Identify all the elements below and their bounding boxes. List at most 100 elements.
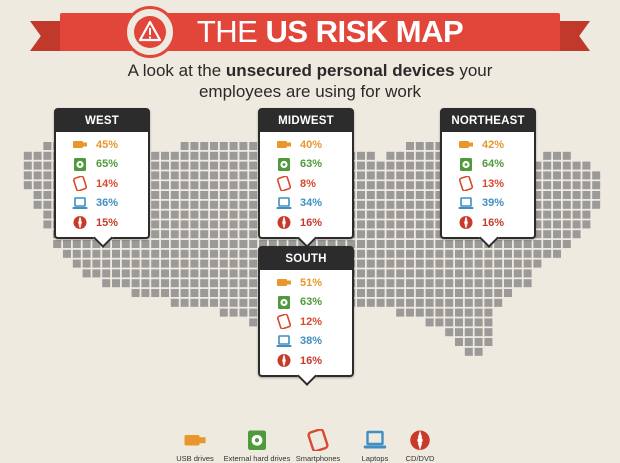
- map-cell: [435, 269, 444, 278]
- map-cell: [376, 298, 385, 307]
- stat-row-laptop: 38%: [260, 332, 352, 352]
- map-cell: [161, 269, 169, 278]
- map-cell: [592, 200, 601, 209]
- region-card-west: WEST 45% 65% 14% 36% 15%: [54, 108, 150, 248]
- map-cell: [190, 151, 199, 160]
- map-cell: [435, 308, 444, 317]
- map-cell: [141, 240, 150, 248]
- map-cell: [43, 210, 52, 219]
- map-cell: [484, 338, 493, 346]
- map-cell: [210, 279, 218, 288]
- map-cell: [288, 240, 297, 248]
- map-cell: [121, 249, 130, 258]
- map-cell: [474, 347, 483, 356]
- map-cell: [494, 249, 503, 258]
- cd-dvd-icon: [276, 353, 292, 368]
- map-cell: [180, 269, 189, 278]
- map-cell: [229, 181, 238, 190]
- map-cell: [543, 161, 552, 170]
- map-cell: [72, 249, 81, 258]
- map-cell: [219, 161, 228, 170]
- map-cell: [249, 210, 258, 219]
- map-cell: [151, 181, 160, 190]
- map-cell: [249, 289, 258, 297]
- map-cell: [435, 298, 444, 307]
- map-cell: [455, 240, 463, 248]
- map-cell: [425, 249, 434, 258]
- map-cell: [92, 249, 101, 258]
- map-cell: [425, 230, 434, 239]
- stat-row-usb: 42%: [442, 135, 534, 155]
- map-cell: [92, 240, 101, 248]
- map-cell: [484, 259, 493, 268]
- map-cell: [425, 259, 434, 268]
- map-cell: [33, 200, 42, 209]
- map-cell: [249, 220, 258, 229]
- map-cell: [180, 142, 189, 150]
- map-cell: [415, 289, 424, 297]
- map-cell: [278, 240, 287, 248]
- map-cell: [190, 210, 199, 219]
- map-cell: [553, 220, 561, 229]
- map-cell: [504, 249, 512, 258]
- title-bold: US RISK MAP: [265, 14, 464, 49]
- map-cell: [474, 269, 483, 278]
- laptop-icon: [72, 196, 88, 211]
- map-cell: [357, 161, 365, 170]
- stat-value-cd: 16%: [300, 216, 323, 229]
- map-cell: [406, 249, 414, 258]
- stat-row-usb: 40%: [260, 135, 352, 155]
- map-cell: [406, 181, 414, 190]
- stat-row-hdd: 63%: [260, 293, 352, 313]
- map-cell: [210, 191, 218, 199]
- map-cell: [239, 191, 248, 199]
- map-cell: [474, 279, 483, 288]
- map-cell: [219, 200, 228, 209]
- legend-label: Smartphones: [295, 454, 341, 463]
- map-cell: [376, 279, 385, 288]
- map-cell: [513, 249, 522, 258]
- subtitle: A look at the unsecured personal devices…: [0, 60, 620, 102]
- map-cell: [170, 240, 179, 248]
- map-cell: [161, 249, 169, 258]
- map-cell: [435, 289, 444, 297]
- map-cell: [190, 249, 199, 258]
- map-cell: [308, 240, 316, 248]
- map-cell: [533, 220, 542, 229]
- map-cell: [229, 171, 238, 180]
- map-cell: [553, 151, 561, 160]
- map-cell: [366, 298, 375, 307]
- map-cell: [102, 259, 111, 268]
- map-cell: [494, 240, 503, 248]
- map-cell: [415, 220, 424, 229]
- stat-row-hdd: 65%: [56, 155, 148, 175]
- map-cell: [494, 298, 503, 307]
- map-cell: [415, 259, 424, 268]
- map-cell: [161, 200, 169, 209]
- map-cell: [229, 220, 238, 229]
- laptop-icon: [340, 425, 410, 451]
- map-cell: [464, 240, 473, 248]
- map-cell: [406, 259, 414, 268]
- map-cell: [229, 191, 238, 199]
- map-cell: [102, 279, 111, 288]
- map-cell: [543, 171, 552, 180]
- map-cell: [121, 279, 130, 288]
- warning-triangle-icon: [134, 16, 166, 48]
- stat-value-hdd: 63%: [300, 296, 323, 309]
- map-cell: [543, 210, 552, 219]
- map-cell: [406, 200, 414, 209]
- map-cell: [445, 279, 454, 288]
- map-cell: [131, 259, 140, 268]
- legend-label: USB drives: [176, 454, 214, 463]
- map-cell: [161, 210, 169, 219]
- map-cell: [161, 259, 169, 268]
- map-cell: [553, 240, 561, 248]
- map-cell: [572, 171, 581, 180]
- map-cell: [396, 191, 405, 199]
- map-cell: [229, 289, 238, 297]
- map-cell: [366, 279, 375, 288]
- map-cell: [200, 161, 209, 170]
- map-cell: [435, 240, 444, 248]
- map-cell: [249, 318, 258, 327]
